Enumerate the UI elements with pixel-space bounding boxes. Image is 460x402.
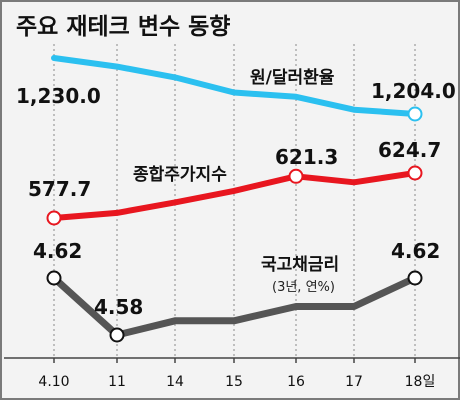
series-markers [46, 106, 423, 343]
data-point-bond-rate [407, 270, 423, 286]
data-point-bond-rate [46, 270, 62, 286]
x-axis-ticks: 4.10 11 14 15 16 17 18일 [38, 358, 435, 390]
x-tick-label: 14 [166, 374, 184, 390]
x-tick-label: 15 [225, 374, 243, 390]
x-tick-label: 16 [287, 374, 305, 390]
data-label-exchange-first: 1,230.0 [16, 84, 101, 108]
chart-title: 주요 재테크 변수 동향 [16, 14, 230, 40]
x-tick-label: 11 [108, 374, 126, 390]
data-label-kospi-first: 577.7 [28, 177, 91, 201]
data-label-bond-last: 4.62 [391, 239, 440, 263]
data-point-kospi [288, 168, 304, 184]
data-label-kospi-last: 624.7 [378, 138, 441, 162]
data-label-bond-p1: 4.58 [94, 295, 143, 319]
series-sublabel-bond-rate: (3년, 연%) [272, 280, 335, 295]
series-line-exchange-rate [51, 55, 418, 117]
data-point-exchange-rate [407, 106, 423, 122]
x-tick-label: 4.10 [38, 374, 69, 390]
data-point-kospi [46, 210, 62, 226]
x-tick-label: 17 [345, 374, 363, 390]
data-label-bond-first: 4.62 [33, 239, 82, 263]
series-label-kospi: 종합주가지수 [133, 164, 227, 185]
x-tick-label: 18일 [405, 374, 436, 390]
series-label-bond-rate: 국고채금리 [261, 255, 339, 275]
series-label-exchange-rate: 원/달러환율 [250, 67, 335, 88]
data-label-exchange-last: 1,204.0 [371, 79, 456, 103]
series-line-kospi [51, 170, 418, 221]
data-label-kospi-p4: 621.3 [275, 145, 338, 169]
data-point-kospi [407, 165, 423, 181]
data-point-bond-rate [109, 327, 125, 343]
